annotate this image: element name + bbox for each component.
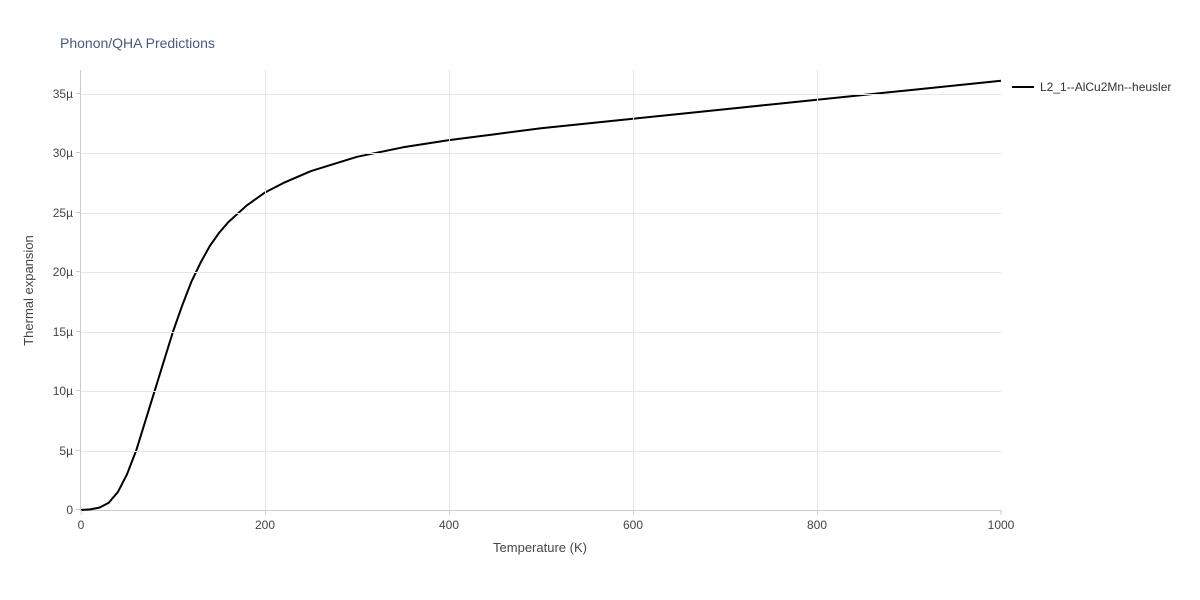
y-axis-label-text: Thermal expansion [21,235,36,346]
grid-line-horizontal [81,94,1001,95]
plot-area: 0200400600800100005µ10µ15µ20µ25µ30µ35µ [80,70,1001,511]
y-tick-label: 15µ [53,325,81,339]
y-tick-label: 35µ [53,87,81,101]
grid-line-vertical [265,70,266,510]
x-axis-label: Temperature (K) [80,540,1000,555]
grid-line-horizontal [81,272,1001,273]
grid-line-horizontal [81,391,1001,392]
x-tick-label: 200 [255,510,275,532]
y-tick-label: 0 [66,503,81,517]
y-tick-label: 20µ [53,265,81,279]
grid-line-vertical [449,70,450,510]
grid-line-vertical [633,70,634,510]
grid-line-horizontal [81,332,1001,333]
y-axis-label: Thermal expansion [18,70,38,510]
series-line [81,81,1001,510]
chart-container: Phonon/QHA Predictions 02004006008001000… [0,0,1200,600]
line-series [81,70,1001,510]
y-tick-label: 30µ [53,146,81,160]
x-tick-label: 600 [623,510,643,532]
legend-label: L2_1--AlCu2Mn--heusler [1040,80,1171,94]
chart-title: Phonon/QHA Predictions [60,35,215,51]
y-tick-label: 5µ [59,444,81,458]
x-tick-label: 1000 [988,510,1015,532]
x-tick-label: 800 [807,510,827,532]
legend: L2_1--AlCu2Mn--heusler [1012,80,1171,94]
legend-swatch [1012,86,1034,88]
grid-line-horizontal [81,153,1001,154]
y-tick-label: 10µ [53,384,81,398]
x-tick-label: 400 [439,510,459,532]
grid-line-horizontal [81,213,1001,214]
grid-line-horizontal [81,451,1001,452]
grid-line-vertical [817,70,818,510]
y-tick-label: 25µ [53,206,81,220]
